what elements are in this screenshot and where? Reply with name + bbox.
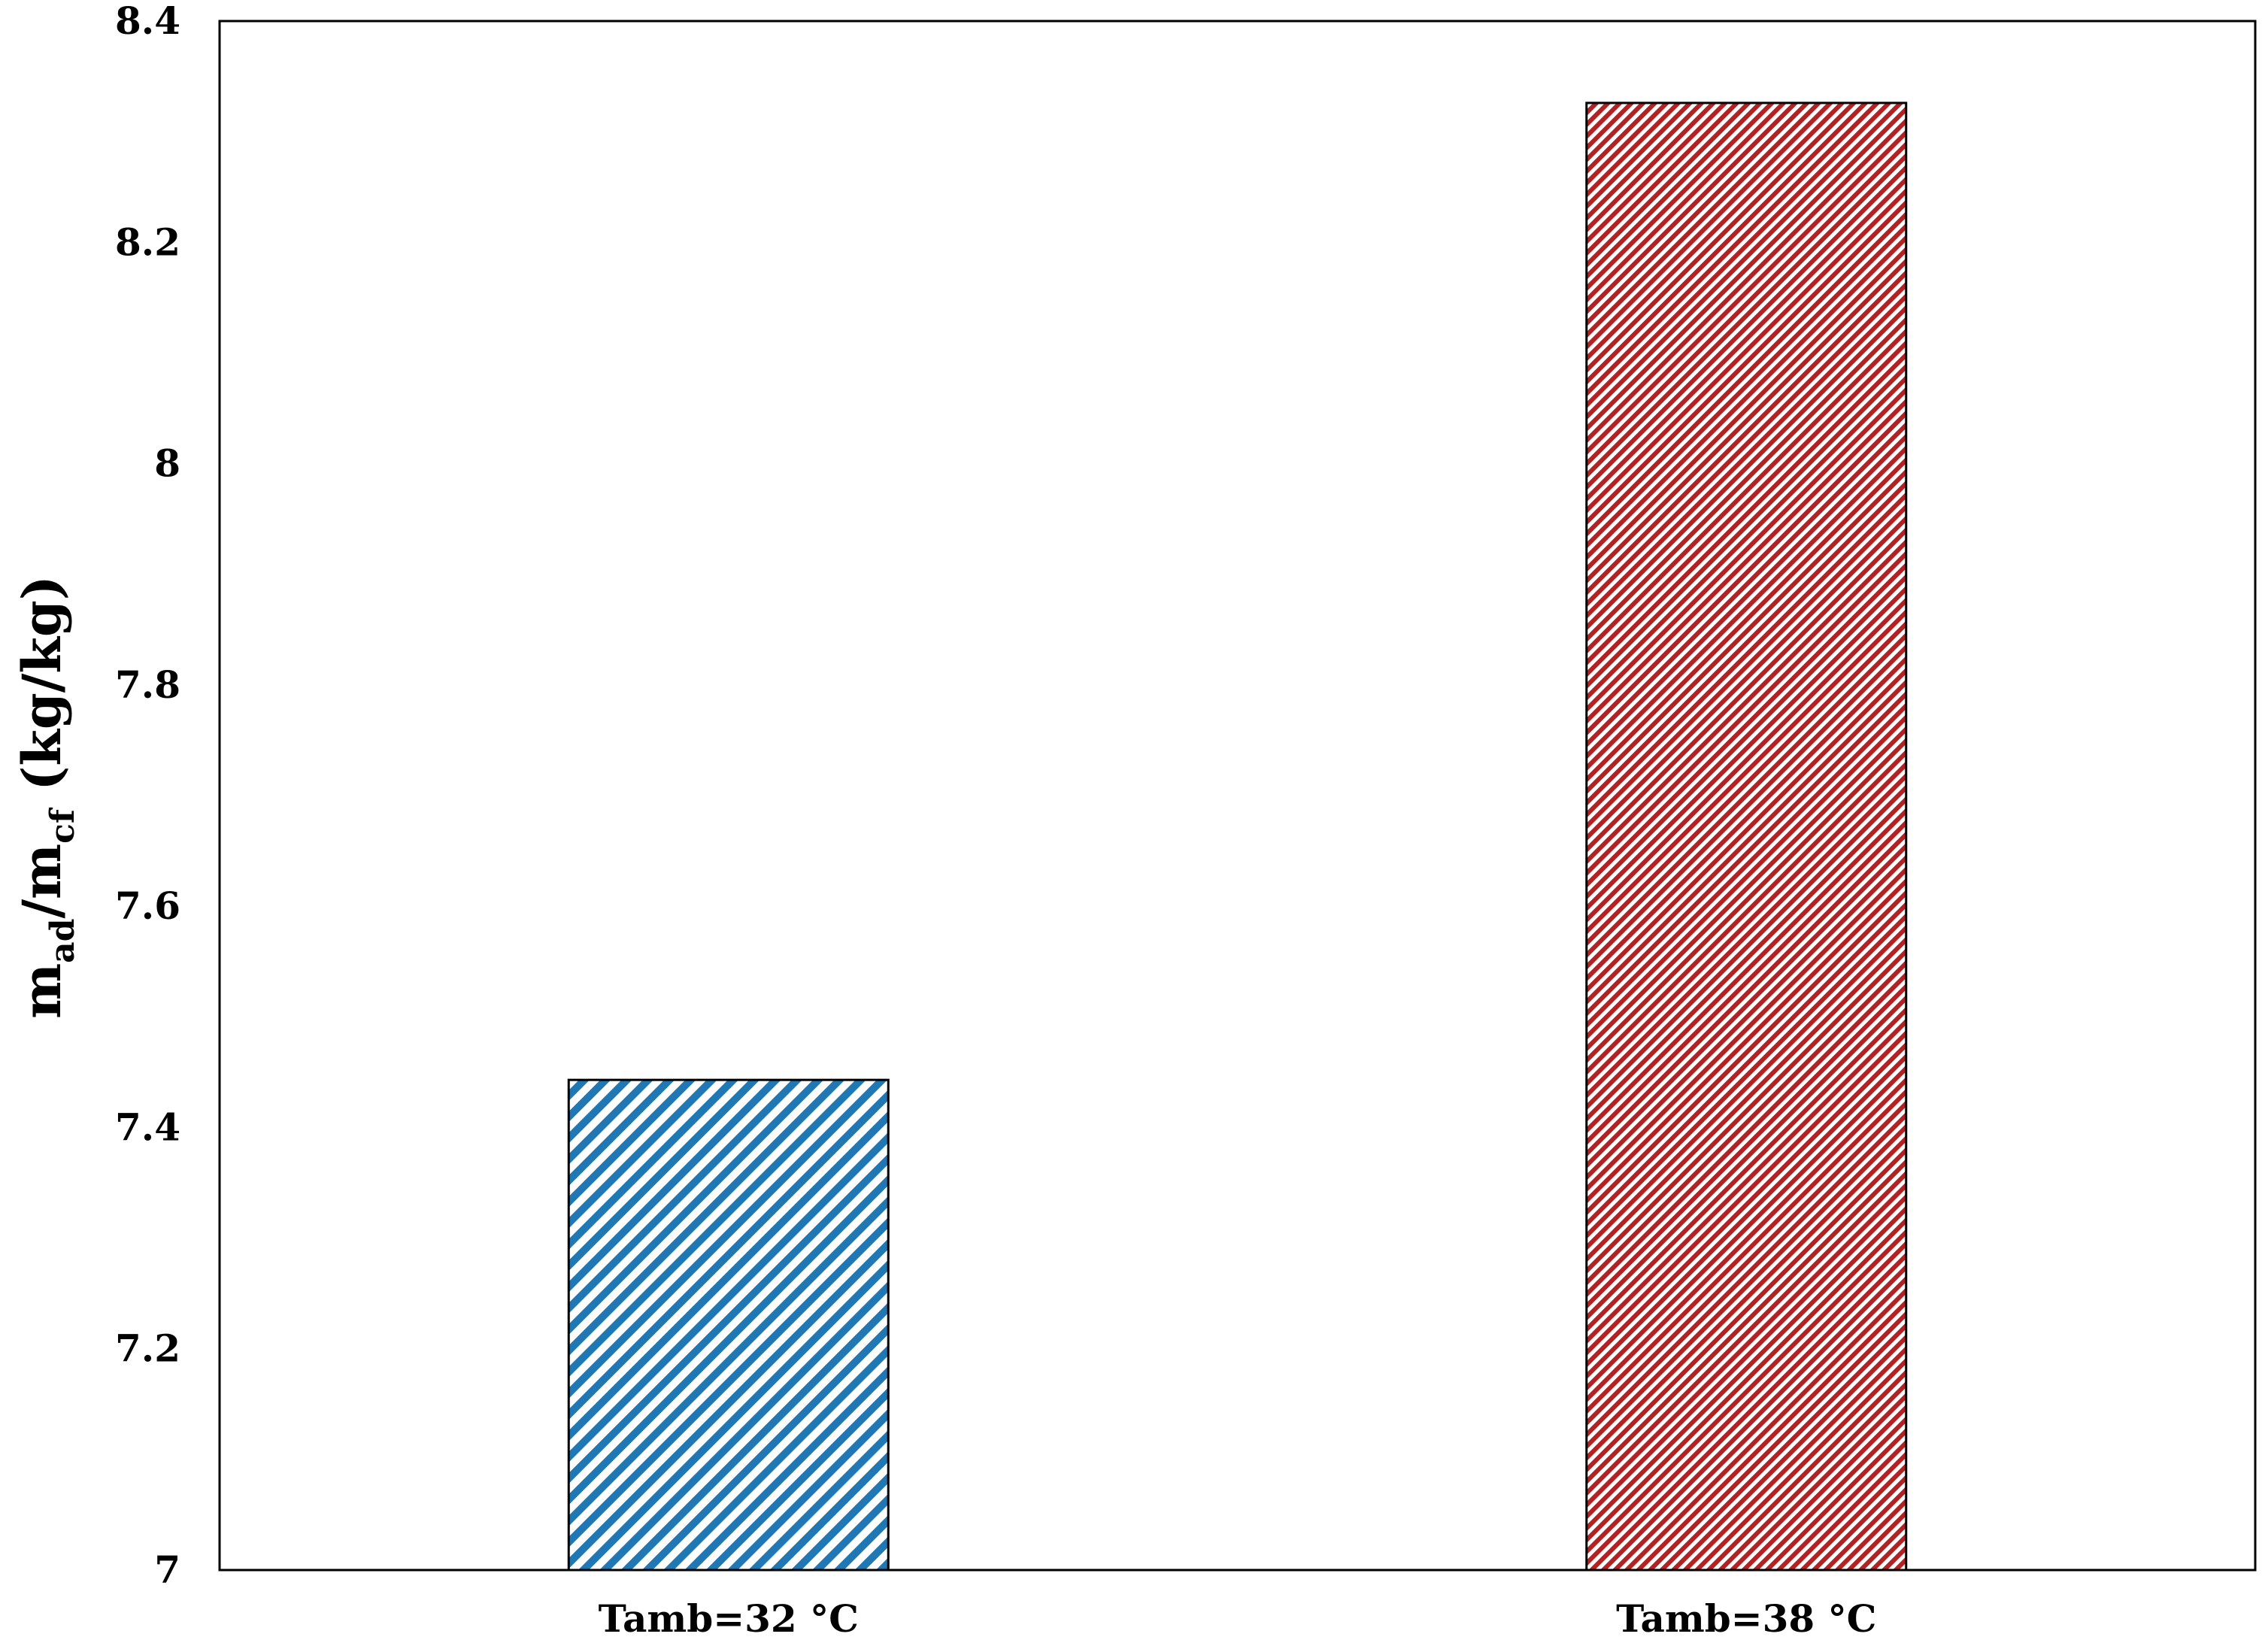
y-tick-label: 8.2 <box>115 220 180 264</box>
x-category-label: Tamb=38 °C <box>1616 1596 1876 1641</box>
y-axis-title-sub1: ad <box>44 919 82 963</box>
y-axis-ticks: 7 7.2 7.4 7.6 7.8 8 8.2 8.4 <box>115 0 180 1592</box>
y-tick-label: 7.4 <box>115 1105 180 1149</box>
y-tick-label: 8.4 <box>115 0 180 43</box>
y-axis-title: mad/mcf (kg/kg) <box>11 575 82 1019</box>
y-tick-label: 7.6 <box>115 884 180 928</box>
y-tick-label: 7.8 <box>115 662 180 707</box>
y-axis-title-m1: m <box>11 963 73 1019</box>
y-tick-label: 8 <box>154 441 180 486</box>
bar <box>1585 102 1908 1572</box>
y-axis-title-unit: (kg/kg) <box>11 575 73 809</box>
y-tick-label: 7 <box>154 1547 180 1592</box>
y-axis-title-slash: /m <box>11 844 73 919</box>
bar <box>567 1078 890 1572</box>
x-category-label: Tamb=32 °C <box>599 1596 859 1641</box>
x-axis-category-labels: Tamb=32 °C Tamb=38 °C <box>599 1596 1877 1641</box>
y-axis-title-sub2: cf <box>44 807 82 844</box>
bars <box>567 102 1908 1572</box>
y-tick-label: 7.2 <box>115 1326 180 1371</box>
plot-area <box>218 20 2257 1572</box>
